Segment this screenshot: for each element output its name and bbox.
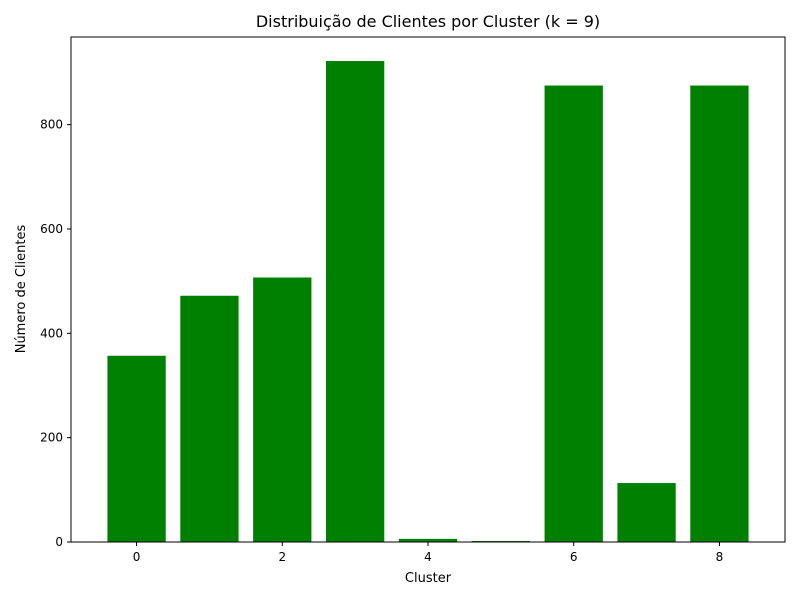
y-axis-label: Número de Clientes xyxy=(14,224,29,353)
y-tick-label: 400 xyxy=(40,326,63,340)
x-axis-label: Cluster xyxy=(405,571,452,586)
y-tick-label: 0 xyxy=(55,535,63,549)
bar-cluster-4 xyxy=(398,538,458,542)
bar-cluster-1 xyxy=(180,295,239,542)
x-tick-label: 2 xyxy=(278,550,286,564)
bar-cluster-0 xyxy=(107,355,166,542)
bar-cluster-7 xyxy=(617,483,676,542)
x-tick-label: 0 xyxy=(133,550,141,564)
chart-title: Distribuição de Clientes por Cluster (k … xyxy=(256,12,600,31)
x-tick-label: 6 xyxy=(570,550,578,564)
y-tick-label: 600 xyxy=(40,222,63,236)
x-axis-ticks: 0 2 4 6 8 xyxy=(133,542,723,564)
bar-cluster-5 xyxy=(471,540,530,542)
y-tick-label: 800 xyxy=(40,118,63,132)
bar-cluster-8 xyxy=(690,85,749,543)
bar-cluster-6 xyxy=(544,85,603,543)
y-axis-ticks: 0 200 400 600 800 xyxy=(40,118,71,549)
bar-cluster-3 xyxy=(326,61,385,542)
bars-group xyxy=(107,61,749,543)
x-tick-label: 8 xyxy=(716,550,724,564)
y-tick-label: 200 xyxy=(40,431,63,445)
x-tick-label: 4 xyxy=(424,550,432,564)
bar-cluster-2 xyxy=(253,277,312,542)
